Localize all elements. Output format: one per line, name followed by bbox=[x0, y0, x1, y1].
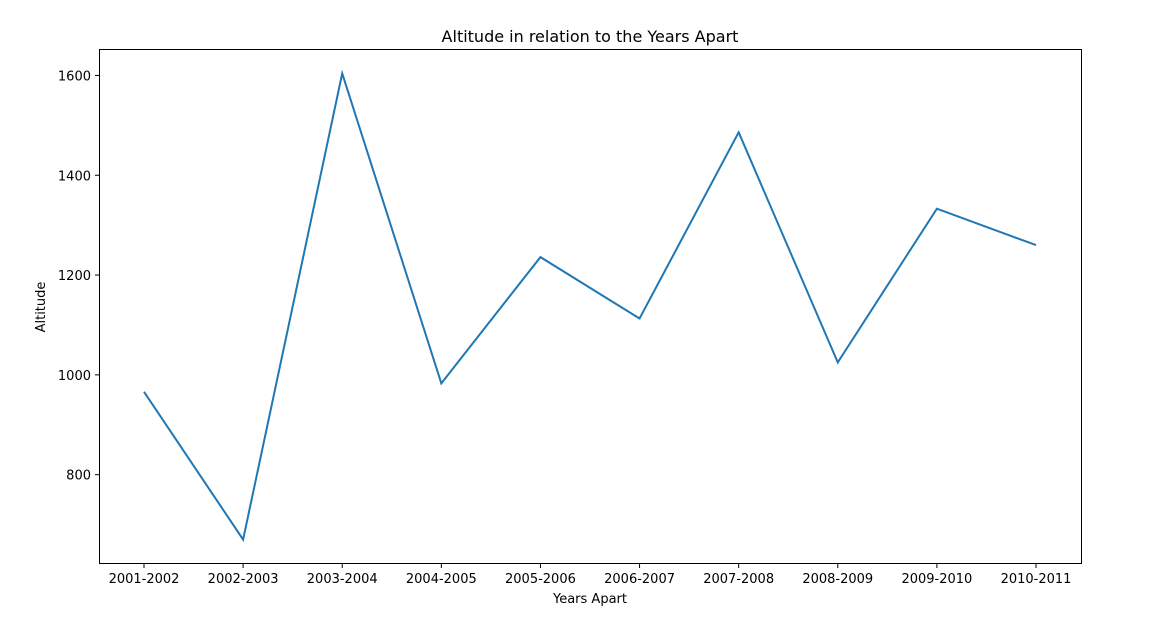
y-tick-label: 1400 bbox=[58, 169, 91, 184]
x-axis-ticks: 2001-2002 2002-2003 2003-2004 2004-2005 2005… bbox=[109, 563, 1072, 587]
x-tick-label: 2007-2008 bbox=[703, 572, 774, 587]
y-tick-label: 1600 bbox=[58, 69, 91, 84]
x-tick-label: 2009-2010 bbox=[901, 572, 972, 587]
x-tick-label: 2010-2011 bbox=[1001, 572, 1072, 587]
x-tick-label: 2005-2006 bbox=[505, 572, 576, 587]
x-tick-label: 2002-2003 bbox=[208, 572, 279, 587]
x-tick-label: 2006-2007 bbox=[604, 572, 675, 587]
y-tick-label: 1200 bbox=[58, 269, 91, 284]
x-tick-label: 2004-2005 bbox=[406, 572, 477, 587]
x-axis-label: Years Apart bbox=[552, 592, 627, 607]
x-tick-label: 2008-2009 bbox=[802, 572, 873, 587]
x-tick-label: 2003-2004 bbox=[307, 572, 378, 587]
y-axis-label: Altitude bbox=[34, 282, 49, 333]
y-tick-label: 800 bbox=[66, 469, 91, 484]
plot-area-frame bbox=[99, 49, 1082, 564]
series-layer bbox=[143, 69, 1037, 543]
series-line bbox=[143, 69, 1037, 543]
x-tick-label: 2001-2002 bbox=[109, 572, 180, 587]
chart-title: Altitude in relation to the Years Apart bbox=[442, 27, 739, 46]
y-axis-ticks: 800 1000 1200 1400 1600 bbox=[58, 69, 100, 484]
y-tick-label: 1000 bbox=[58, 369, 91, 384]
